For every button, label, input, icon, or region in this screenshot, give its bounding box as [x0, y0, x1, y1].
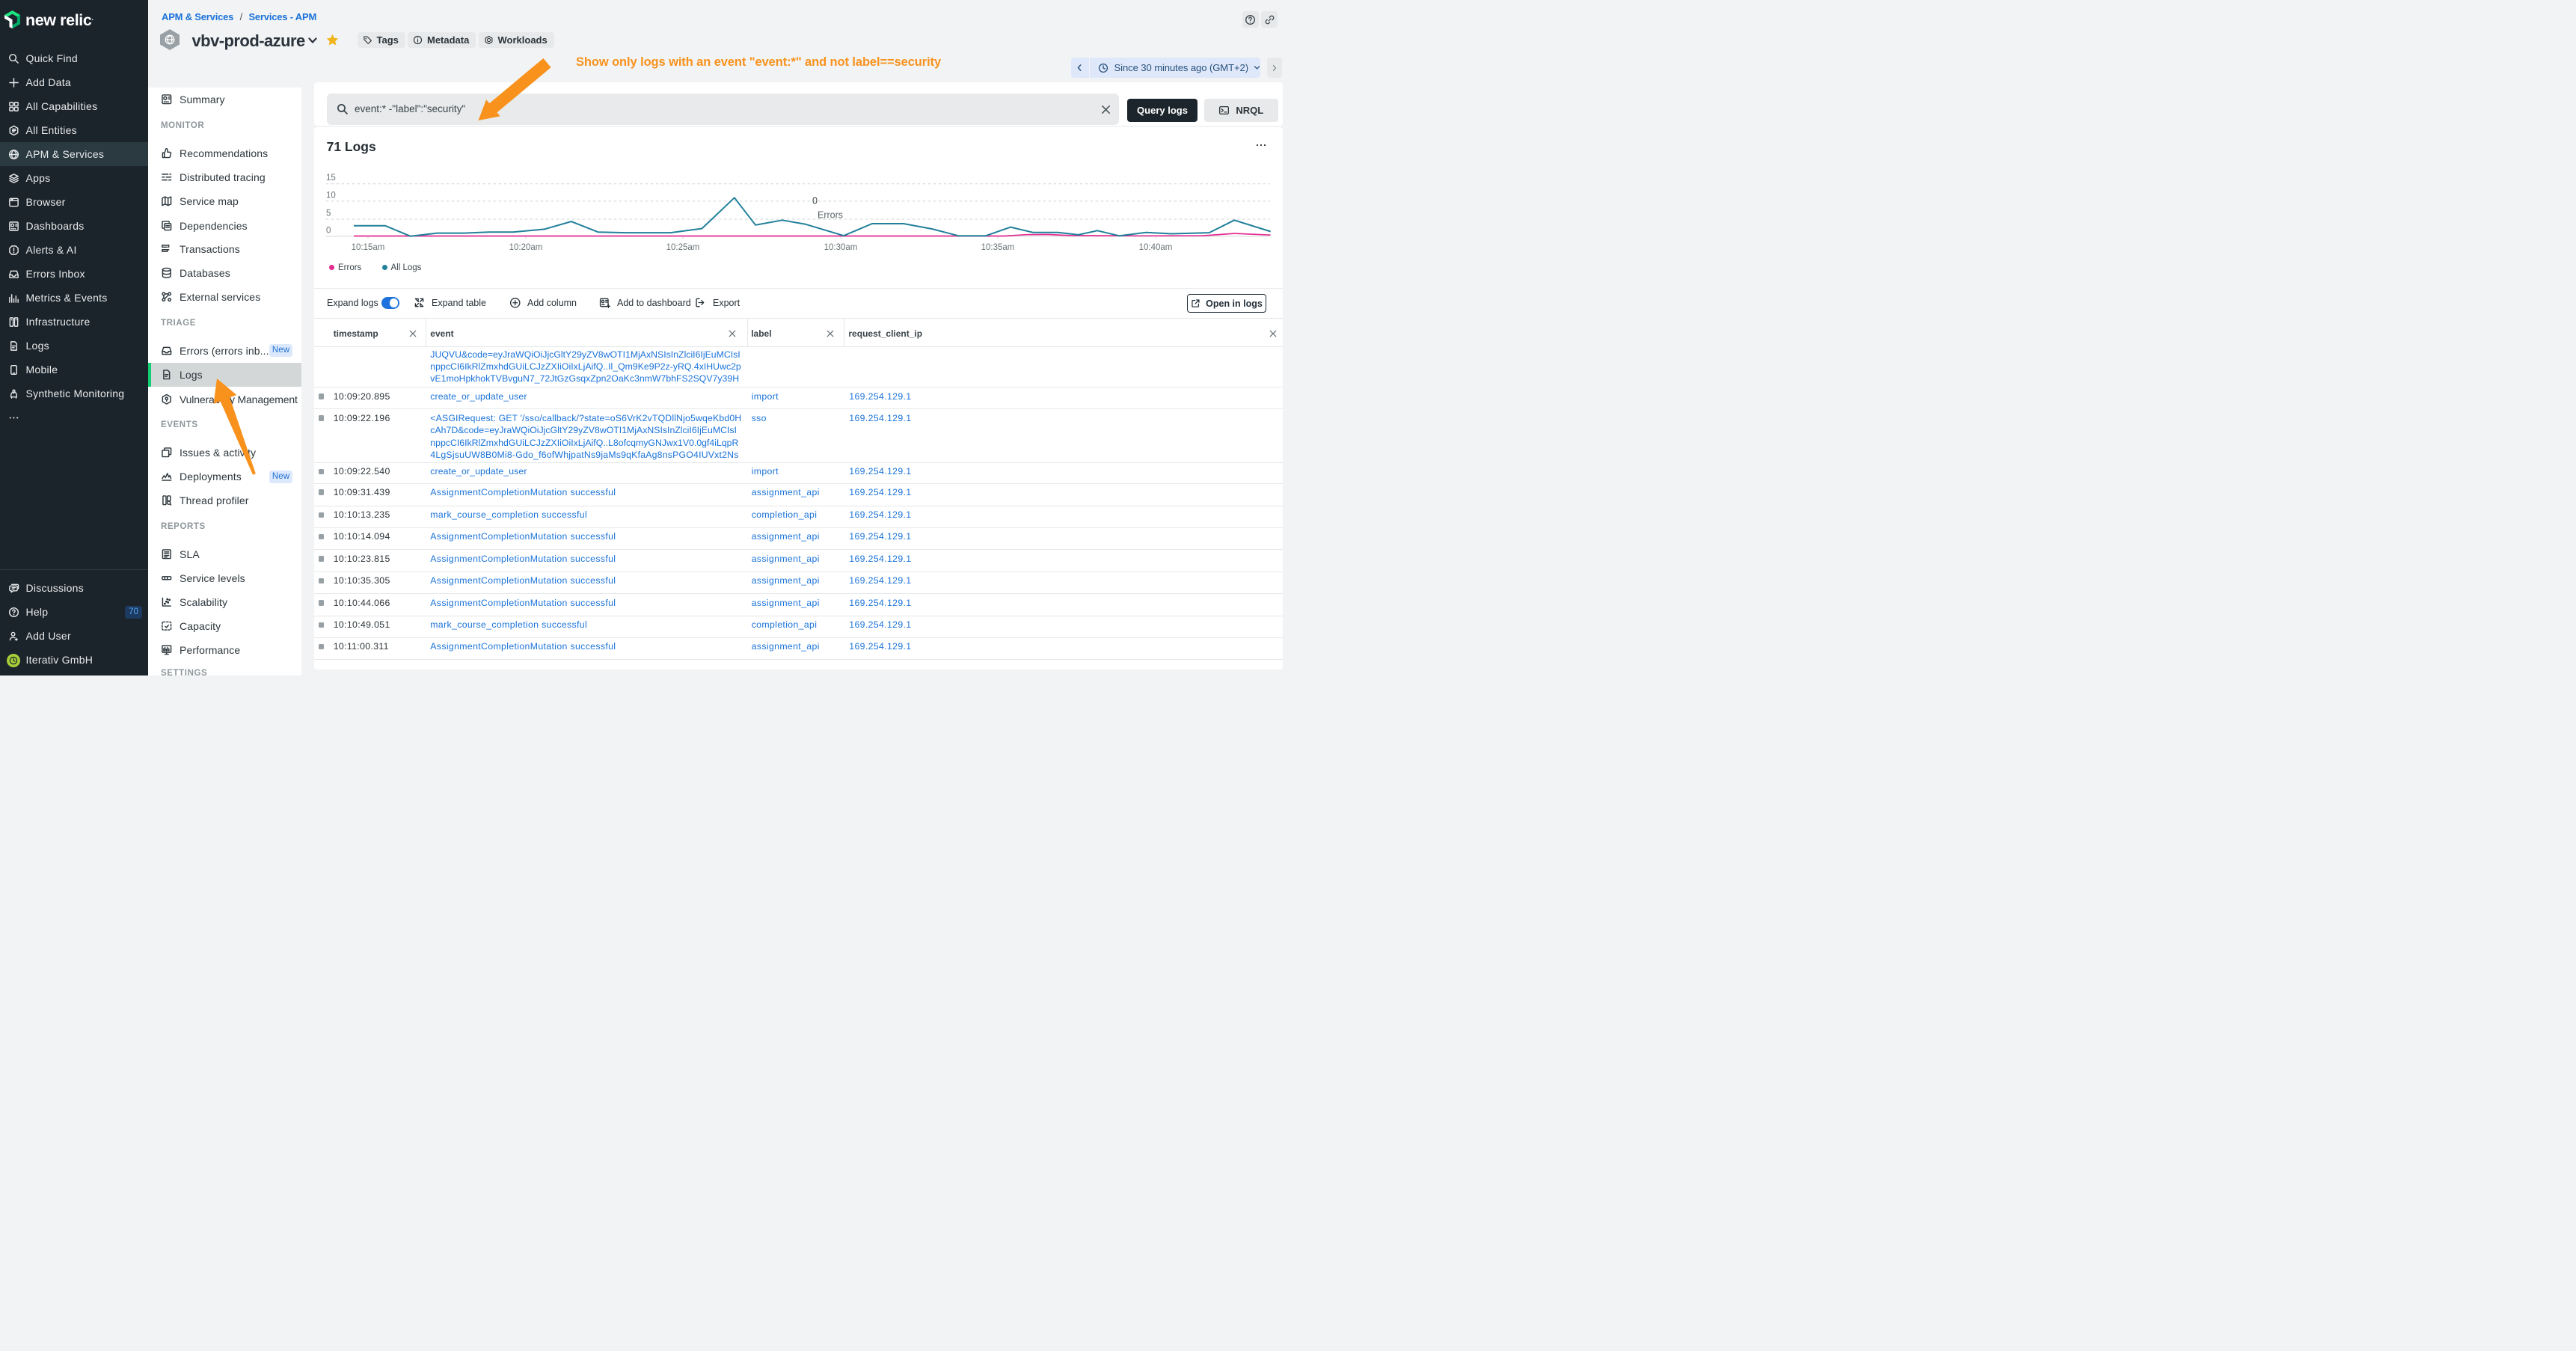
svg-text:0: 0: [326, 226, 331, 235]
svg-text:0: 0: [812, 195, 818, 206]
svg-text:10:20am: 10:20am: [509, 242, 543, 251]
svg-text:10:40am: 10:40am: [1139, 242, 1173, 251]
svg-text:10:15am: 10:15am: [352, 242, 385, 251]
svg-text:10: 10: [326, 191, 336, 200]
svg-text:Errors: Errors: [818, 209, 843, 220]
svg-text:10:35am: 10:35am: [981, 242, 1015, 251]
svg-text:5: 5: [326, 209, 331, 218]
svg-text:10:25am: 10:25am: [666, 242, 700, 251]
svg-text:10:30am: 10:30am: [824, 242, 858, 251]
svg-text:15: 15: [326, 174, 336, 183]
